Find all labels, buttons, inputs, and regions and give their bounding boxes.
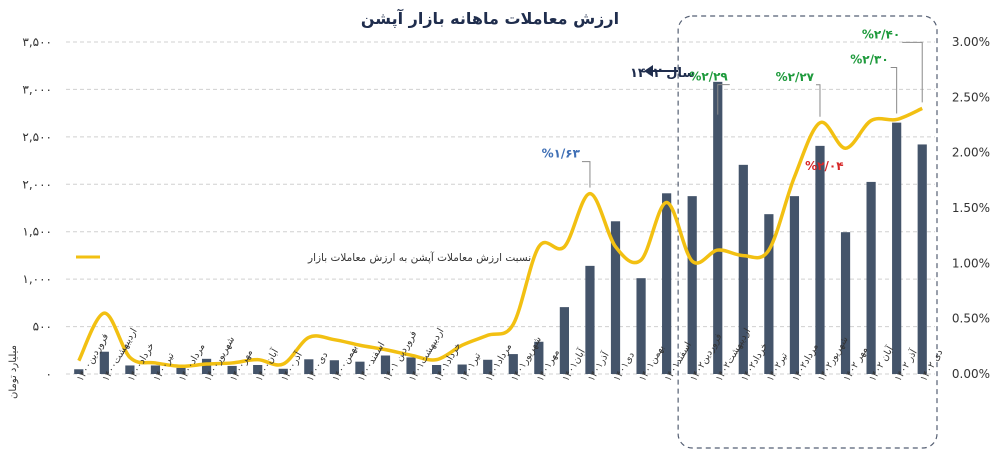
y2-tick-label: 0.00% — [952, 367, 990, 381]
bar — [610, 221, 621, 374]
y-axis-right: 0.00% 0.50% 1.00% 1.50% 2.00% 2.50% 3.00% — [952, 35, 990, 381]
grid — [66, 41, 935, 375]
annotation-leader — [717, 84, 730, 115]
bar — [764, 214, 774, 374]
annotation-label: %۲/۲۹ — [689, 70, 728, 84]
legend: نسبت ارزش معاملات آپشن به ارزش معاملات ب… — [76, 251, 531, 264]
y-axis-left: ۰ ۵۰۰ ۱,۰۰۰ ۱,۵۰۰ ۲,۰۰۰ ۲,۵۰۰ ۳,۰۰۰ ۳,۵۰۰ — [22, 35, 52, 381]
highlight-box: سال ۱۴۰۲ — [630, 15, 938, 449]
highlight-arrow-head — [644, 65, 653, 77]
bar — [432, 364, 442, 374]
annotation-leader — [581, 161, 591, 188]
y2-tick-label: 0.50% — [952, 312, 990, 326]
y-tick-label: ۲,۵۰۰ — [22, 130, 52, 144]
y-tick-label: ۱,۵۰۰ — [22, 225, 52, 239]
annotation-label: %۱/۶۳ — [542, 147, 581, 161]
annotations: %۱/۶۳ %۲/۲۹ %۲/۲۷ %۲/۰۴ %۲/۳۰ %۲/۴۰ — [542, 27, 923, 188]
y-tick-label: ۳,۵۰۰ — [22, 35, 52, 49]
bar — [201, 358, 212, 374]
line-series — [77, 106, 923, 369]
ratio-line — [77, 106, 923, 369]
annotation-label: %۲/۲۷ — [776, 70, 815, 84]
bar — [355, 361, 365, 374]
bar — [125, 365, 135, 374]
bar — [713, 81, 723, 374]
bar — [508, 354, 518, 374]
bar — [815, 145, 825, 374]
bar — [253, 364, 263, 374]
bar — [176, 367, 186, 374]
bar — [662, 193, 672, 374]
y-tick-label: ۵۰۰ — [33, 320, 52, 334]
bar — [687, 196, 697, 374]
y-tick-label: ۳,۰۰۰ — [22, 82, 52, 96]
y2-tick-label: 1.00% — [952, 256, 990, 270]
annotation-leader — [815, 84, 821, 117]
bar — [150, 365, 161, 374]
bar — [74, 369, 84, 374]
annotation-label: %۲/۳۰ — [850, 52, 888, 66]
highlight-frame — [677, 15, 938, 449]
x-tick-label: مهر۱۴۰۰ — [228, 348, 255, 384]
bar — [840, 232, 851, 374]
y2-tick-label: 2.00% — [952, 146, 990, 160]
bar — [892, 122, 902, 374]
bar — [559, 307, 569, 374]
y2-tick-label: 1.50% — [952, 201, 990, 215]
bar — [534, 341, 544, 374]
bar — [636, 278, 646, 374]
bar-series — [74, 81, 927, 374]
bar — [329, 360, 339, 374]
annotation-leader — [902, 41, 923, 103]
chart-title: ارزش معاملات ماهانه بازار آپشن — [361, 8, 619, 29]
bar — [380, 355, 391, 374]
bar — [483, 359, 493, 374]
annotation-label: %۲/۰۴ — [805, 159, 843, 173]
bar — [738, 164, 748, 374]
bar — [278, 368, 288, 374]
bar — [866, 181, 876, 374]
annotation-label: %۲/۴۰ — [862, 27, 900, 41]
bar — [457, 364, 467, 374]
y-tick-label: ۰ — [46, 367, 52, 381]
legend-label: نسبت ارزش معاملات آپشن به ارزش معاملات ب… — [307, 251, 531, 264]
bar — [917, 144, 927, 374]
y2-tick-label: 2.50% — [952, 90, 990, 104]
bar — [789, 196, 800, 374]
bar — [585, 265, 595, 374]
y-tick-label: ۱,۰۰۰ — [22, 272, 52, 286]
y2-tick-label: 3.00% — [952, 35, 990, 49]
y-axis-label: میلیارد تومان — [8, 345, 19, 399]
highlight-label: سال ۱۴۰۲ — [630, 66, 695, 81]
bar — [227, 365, 237, 374]
bar — [99, 351, 109, 374]
bar — [304, 359, 314, 374]
bar — [406, 357, 416, 374]
annotation-leader — [890, 66, 898, 114]
y-tick-label: ۲,۰۰۰ — [22, 177, 52, 191]
